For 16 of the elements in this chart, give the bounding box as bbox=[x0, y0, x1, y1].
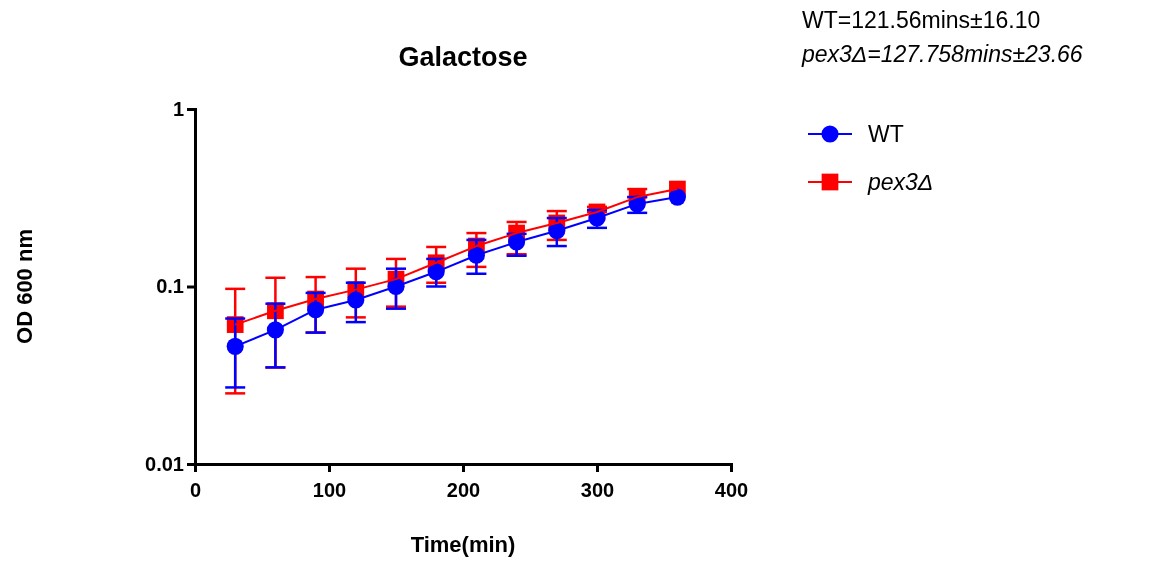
x-tick-label: 200 bbox=[446, 479, 481, 501]
x-tick-label: 100 bbox=[312, 479, 347, 501]
x-tick-label: 300 bbox=[580, 479, 615, 501]
y-tick-label: 0.01 bbox=[145, 452, 184, 475]
text: WT=121.56mins±16.10 bbox=[802, 7, 1041, 33]
x-tick-label: 0 bbox=[189, 479, 202, 501]
legend-label: pex3Δ bbox=[867, 169, 934, 195]
chart-title: Galactose bbox=[398, 42, 528, 72]
point bbox=[226, 337, 244, 355]
y-tick-label: 0.1 bbox=[156, 275, 184, 298]
x-axis-title: Time(min) bbox=[410, 532, 516, 557]
legend-label: WT bbox=[868, 121, 904, 147]
x-tick-label: 400 bbox=[714, 479, 749, 501]
y-tick-label: 1 bbox=[172, 97, 184, 120]
text: pex3Δ=127.758mins±23.66 bbox=[801, 41, 1083, 67]
y-axis-title: OD 600 nm bbox=[12, 229, 37, 344]
